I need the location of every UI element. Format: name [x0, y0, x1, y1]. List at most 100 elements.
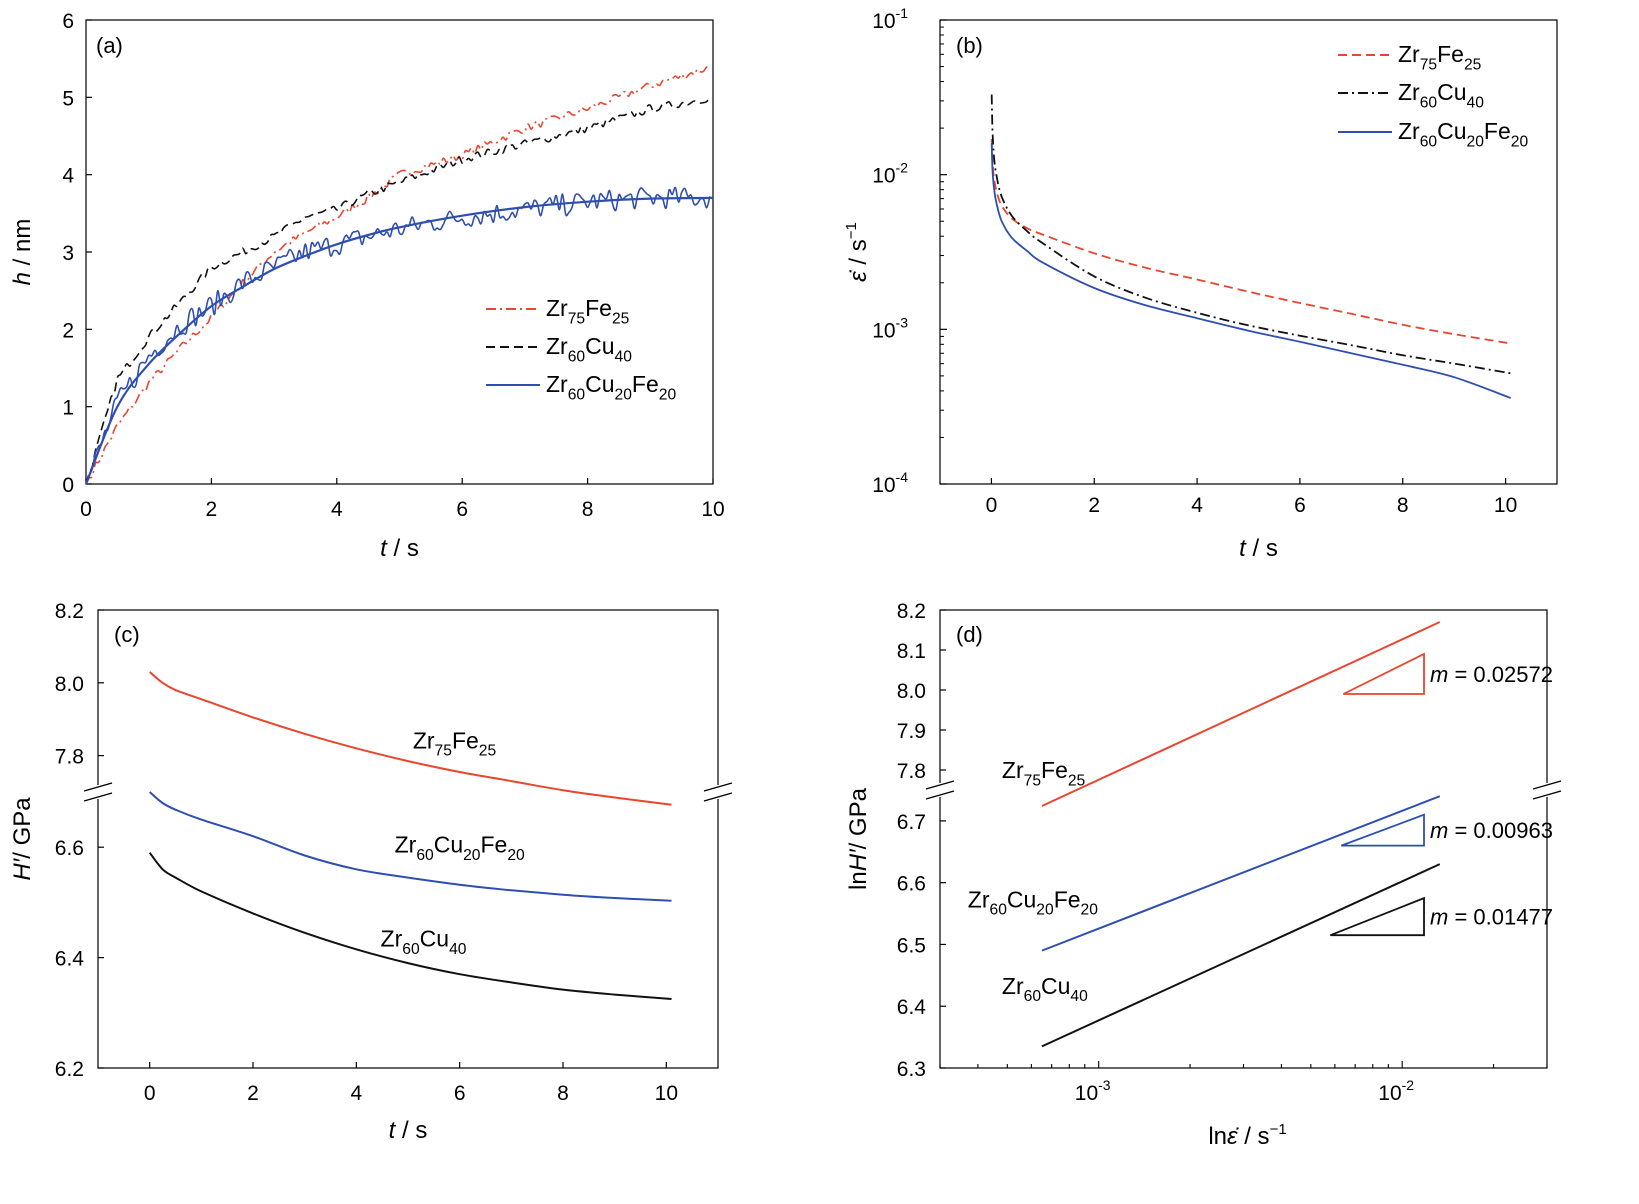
- x-tick-label: 4: [1191, 494, 1203, 517]
- axis-break-mark: [703, 792, 733, 802]
- axis-break-mark: [1532, 790, 1562, 800]
- panel-label: (d): [956, 622, 983, 647]
- axis-break-mark: [925, 780, 955, 790]
- y-tick-label: 8.2: [897, 600, 926, 623]
- axis-break-mark: [83, 782, 113, 792]
- y-tick-label: 7.8: [55, 746, 84, 769]
- legend: Zr75Fe25 Zr60Cu40 Zr60Cu20Fe20: [486, 295, 676, 403]
- series-line-zrcufe: [990, 143, 1512, 399]
- series-line-zrcu: [85, 96, 711, 485]
- x-tick-label: 8: [557, 1082, 569, 1105]
- x-axis-label: t / s: [380, 535, 419, 562]
- legend-label-zrcu: Zr60Cu40: [546, 333, 632, 365]
- x-tick-label: 10: [701, 498, 724, 521]
- y-tick-label: 3: [62, 242, 74, 265]
- x-axis-label: lnε̇ / s−1: [1208, 1121, 1286, 1150]
- x-tick-label: 8: [1397, 494, 1409, 517]
- x-tick-label: 2: [247, 1082, 259, 1105]
- slope-label-zrcu: m = 0.01477: [1430, 905, 1553, 930]
- y-tick-label: 6.6: [55, 837, 84, 860]
- x-tick-label: 10: [1494, 494, 1517, 517]
- panel-b: 0 2 4 6 8 10 10-4 10-3 10-2 10-1 t / s ε̇ / s−1 (b) Z…: [843, 5, 1558, 562]
- y-tick-label: 10-4: [872, 469, 908, 497]
- x-tick-label: 2: [206, 498, 218, 521]
- x-tick-label: 0: [80, 498, 92, 521]
- y-tick-label: 2: [62, 319, 74, 342]
- legend-label-zrcu: Zr60Cu40: [1398, 79, 1484, 111]
- slope-label-zrfe: m = 0.02572: [1430, 662, 1553, 687]
- legend-label-zrfe: Zr75Fe25: [546, 295, 630, 327]
- y-tick-label: 8.0: [55, 673, 84, 696]
- y-tick-label: 1: [62, 397, 74, 420]
- series-line-zrfe: [1041, 621, 1441, 807]
- x-tick-label: 2: [1088, 494, 1100, 517]
- legend-label-zrcufe: Zr60Cu20Fe20: [546, 371, 676, 403]
- slope-triangle-zrcufe: [1340, 813, 1425, 847]
- x-tick-label: 10-3: [1075, 1077, 1111, 1105]
- y-tick-label: 10-2: [872, 160, 908, 188]
- y-tick-label: 0: [62, 474, 74, 497]
- x-tick-label: 6: [1294, 494, 1306, 517]
- series-line-zrcufe: [1041, 795, 1441, 952]
- y-axis-label: lnH′/ GPa: [845, 787, 872, 890]
- panel-a: 0 2 4 6 8 10 0 1 2 3 4 5 6 t / s h / nm (a) Zr75Fe25 Zr60…: [9, 10, 725, 562]
- slope-label-zrcufe: m = 0.00963: [1430, 818, 1553, 843]
- panel-label: (a): [96, 33, 123, 58]
- x-tick-label: 10: [655, 1082, 678, 1105]
- series-label-zrcufe: Zr60Cu20Fe20: [968, 886, 1098, 918]
- series-line-zrcu: [1041, 863, 1441, 1048]
- y-axis-label: ε̇ / s−1: [843, 222, 872, 282]
- legend-label-zrfe: Zr75Fe25: [1398, 41, 1482, 73]
- y-axis-label: h / nm: [9, 219, 36, 286]
- legend-label-zrcufe: Zr60Cu20Fe20: [1398, 118, 1528, 150]
- plot-frame: [85, 19, 714, 485]
- panel-c: 0 2 4 6 8 10 7.8 8.0 8.2 6.2 6.4 6.6 t / s H′/ GPa (c)…: [9, 600, 733, 1144]
- x-tick-label: 0: [144, 1082, 156, 1105]
- y-tick-label: 6: [62, 10, 74, 33]
- x-axis-label: t / s: [1239, 535, 1278, 562]
- x-tick-label: 6: [454, 1082, 466, 1105]
- x-axis-label: t / s: [389, 1117, 428, 1144]
- x-tick-label: 4: [350, 1082, 362, 1105]
- y-tick-label: 6.6: [897, 873, 926, 896]
- series-line-zrcu: [990, 94, 1511, 375]
- x-tick-label: 10-2: [1378, 1077, 1414, 1105]
- plot-frame: [939, 19, 1558, 485]
- series-line-zrcu: [148, 852, 672, 1000]
- y-tick-label: 10-1: [872, 5, 908, 33]
- y-tick-label: 8.0: [897, 680, 926, 703]
- series-line-zrfe: [149, 671, 672, 806]
- x-tick-label: 0: [986, 494, 998, 517]
- y-tick-label: 8.2: [55, 600, 84, 623]
- x-tick-label: 4: [331, 498, 343, 521]
- y-axis-label: H′/ GPa: [9, 797, 36, 881]
- panel-label: (b): [956, 33, 983, 58]
- y-tick-label: 7.8: [897, 760, 926, 783]
- axis-break-mark: [925, 790, 955, 800]
- slope-triangle-zrfe: [1342, 652, 1425, 695]
- axis-break-mark: [83, 792, 113, 802]
- y-tick-label: 7.9: [897, 720, 926, 743]
- panel-label: (c): [114, 622, 140, 647]
- series-label-zrcufe: Zr60Cu20Fe20: [395, 832, 525, 864]
- panel-d: 10-3 10-2 7.8 7.9 8.0 8.1 8.2 6.3 6.4 6.5 6.6 6.7 ln…: [845, 600, 1562, 1150]
- y-tick-label: 6.2: [55, 1058, 84, 1081]
- y-tick-label: 6.4: [897, 996, 927, 1019]
- series-label-zrfe: Zr75Fe25: [413, 727, 497, 759]
- series-label-zrfe: Zr75Fe25: [1002, 757, 1086, 789]
- series-line-zrcufe-fit: [84, 196, 714, 485]
- axis-break-mark: [703, 782, 733, 792]
- series-line-zrcufe: [149, 791, 672, 902]
- y-tick-label: 6.5: [897, 934, 926, 957]
- x-tick-label: 8: [582, 498, 594, 521]
- y-tick-label: 6.4: [55, 948, 85, 971]
- y-tick-label: 6.3: [897, 1058, 926, 1081]
- series-line-zrfe: [990, 138, 1511, 345]
- series-label-zrcu: Zr60Cu40: [381, 926, 467, 958]
- series-label-zrcu: Zr60Cu40: [1002, 973, 1088, 1005]
- legend: Zr75Fe25 Zr60Cu40 Zr60Cu20Fe20: [1338, 41, 1528, 150]
- plot-frame: [97, 609, 719, 1069]
- y-tick-label: 8.1: [897, 640, 926, 663]
- axis-break-mark: [1532, 780, 1562, 790]
